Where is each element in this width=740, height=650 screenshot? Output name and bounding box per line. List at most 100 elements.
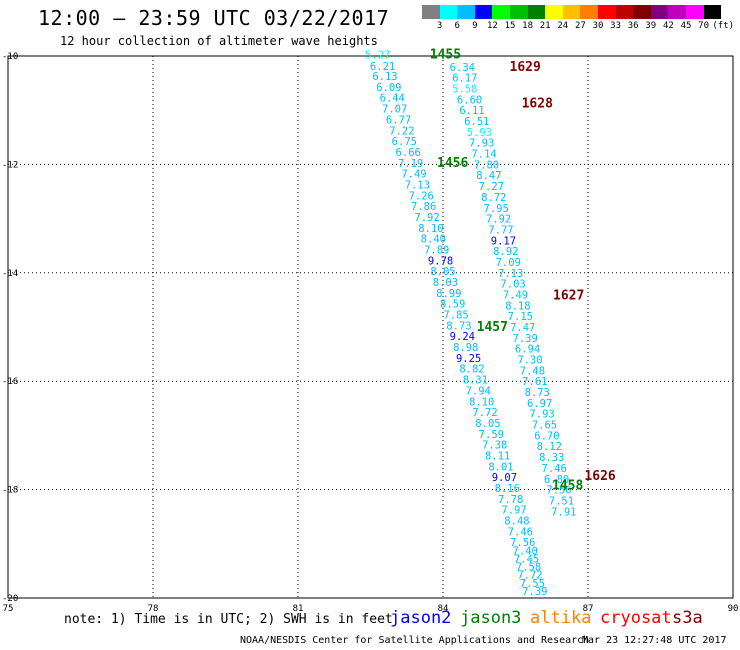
satellite-legend-item: cryosat [600,608,672,628]
wave-height-label: 7.39 [513,333,538,345]
wave-height-label: 7.51 [549,495,574,507]
wave-height-label: 8.73 [446,320,471,332]
y-tick-label: -18 [2,486,18,496]
wave-height-label: 7.89 [424,244,449,256]
page-subtitle: 12 hour collection of altimeter wave hei… [60,34,378,48]
wave-height-label: 8.10 [418,223,443,235]
wave-height-label: 8.48 [504,515,529,527]
wave-height-label: 6.60 [457,94,482,106]
wave-height-label: 7.30 [517,355,542,367]
wave-height-label: 7.93 [469,138,494,150]
colorbar-swatch [492,5,510,19]
wave-height-label: 8.01 [488,461,513,473]
wave-height-label: 8.82 [459,364,484,376]
timestamp-text: Mar 23 12:27:48 UTC 2017 [582,635,727,646]
wave-height-label: 7.58 [516,562,541,574]
wave-height-label: 8.05 [430,266,455,278]
colorbar-tick-label: 70 [698,21,710,31]
colorbar-swatch [668,5,686,19]
colorbar-swatch [527,5,546,19]
wave-height-label: 7.92 [414,212,439,224]
wave-height-label: 7.93 [529,409,554,421]
wave-height-label: 8.18 [505,300,530,312]
wave-height-label: 9.07 [492,472,517,484]
colorbar-swatch [422,5,440,19]
time-label: 1626 [584,469,615,484]
wave-height-label: 7.38 [482,440,507,452]
wave-height-label: 7.40 [513,545,538,557]
colorbar-tick-label: 33 [610,21,622,31]
x-tick-label: 75 [3,604,14,614]
wave-height-label: 9.25 [456,353,481,365]
wave-height-label: 7.55 [520,578,545,590]
wave-height-label: 5.58 [452,84,477,96]
x-tick-label: 81 [293,604,304,614]
wave-height-label: 6.13 [372,71,397,83]
satellite-legend-item: altika [530,608,592,628]
colorbar-tick-label: 27 [574,21,586,31]
footnote: note: 1) Time is in UTC; 2) SWH is in fe… [64,612,393,627]
wave-height-label: 6.77 [386,114,411,126]
x-tick-label: 84 [438,604,449,614]
wave-height-label: 7.80 [474,159,499,171]
wave-height-label: 6.17 [452,73,477,85]
time-label: 1457 [477,320,508,335]
time-label: 1458 [552,478,583,493]
wave-height-label: 8.12 [537,441,562,453]
wave-height-label: 6.44 [380,93,405,105]
wave-height-label: 7.91 [551,506,576,518]
wave-height-label: 8.72 [481,192,506,204]
wave-height-label: 7.86 [411,201,436,213]
colorbar-swatch [457,5,475,19]
colorbar-tick-label: 42 [662,21,674,31]
wave-height-label: 7.72 [472,407,497,419]
y-tick-label: -10 [2,52,18,62]
wave-height-label: 6.66 [396,147,421,159]
plot-frame [7,55,734,599]
wave-height-label: 8.33 [539,452,564,464]
wave-height-label: 7.39 [522,586,547,598]
colorbar-tick-label: 30 [592,21,604,31]
colorbar-swatch [650,5,669,19]
wave-height-label: 7.59 [479,429,504,441]
colorbar-tick-label: 3 [436,21,443,31]
wave-height-label: 7.27 [479,181,504,193]
wave-height-label: 7.14 [471,149,496,161]
colorbar-tick-label: 24 [557,21,569,31]
time-label: 1455 [430,47,461,62]
wave-height-label: 8.31 [463,375,488,387]
wave-height-label: 8.92 [493,246,518,258]
wave-height-label: 7.65 [532,420,557,432]
wave-height-label: 6.11 [459,105,484,117]
wave-height-label: 9.24 [450,331,475,343]
wave-height-label: 7.45 [514,553,539,565]
wave-height-label: 7.95 [484,203,509,215]
wave-height-label: 6.51 [464,116,489,128]
colorbar-swatch [580,5,598,19]
wave-height-label: 7.72 [517,570,542,582]
time-label: 1627 [553,289,584,304]
wave-height-label: 8.05 [475,418,500,430]
colorbar-tick-label: 6 [454,21,460,31]
colorbar-swatch [545,5,563,19]
x-tick-label: 90 [728,604,739,614]
wave-height-label: 6.70 [534,430,559,442]
wave-height-label: 7.49 [401,169,426,181]
wave-height-label: 8.11 [485,450,510,462]
wave-height-label: 8.59 [440,299,465,311]
colorbar-tick-label: 39 [645,21,657,31]
colorbar-tick-label: 15 [504,21,516,31]
wave-height-label: 7.19 [398,158,423,170]
colorbar-tick-label: (ft) [712,21,735,31]
x-tick-label: 78 [148,604,159,614]
y-tick-label: -16 [2,377,18,387]
wave-height-label: 8.10 [469,396,494,408]
y-tick-label: -14 [2,269,18,279]
wave-height-label: 6.94 [515,344,540,356]
colorbar-swatch [703,5,722,19]
wave-height-label: 7.48 [520,365,545,377]
colorbar-swatch [510,5,528,19]
wave-height-label: 8.40 [421,234,446,246]
